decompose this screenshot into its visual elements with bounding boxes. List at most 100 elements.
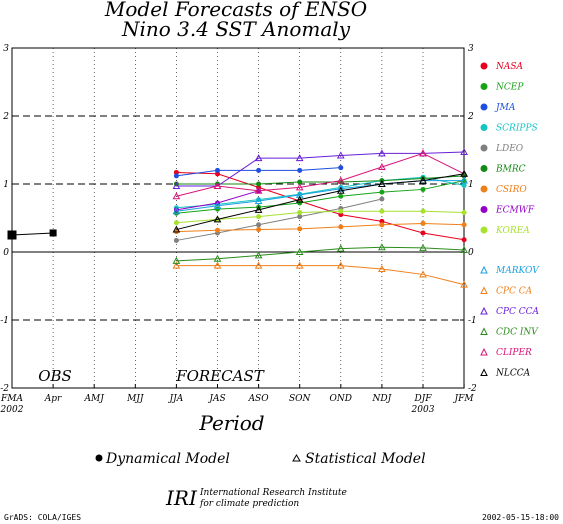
ncep-point	[215, 206, 220, 212]
legend-cliper-marker	[480, 347, 488, 356]
ncep-point	[297, 200, 303, 206]
csiro-point	[461, 222, 467, 228]
cpc-cca-point	[460, 147, 468, 156]
jma-point	[338, 165, 344, 171]
legend-ecmwf-marker	[480, 206, 488, 213]
ldeo-point	[297, 214, 303, 220]
cdc-inv-point	[172, 256, 181, 264]
cliper-point	[213, 181, 222, 190]
legend: NASA NCEP JMA SCRIPPS LDEO BMRC CSIRO ECMWF KORE…	[480, 62, 540, 379]
legend-ncep-marker	[480, 83, 488, 90]
obs-label: OBS	[38, 367, 72, 385]
nlcca-point	[460, 169, 468, 177]
iri-line2: for climate prediction	[199, 499, 299, 509]
y-tick-label-right: 0	[468, 248, 474, 258]
markov-point	[213, 201, 222, 209]
x-tick-label: AMJ	[84, 394, 106, 404]
legend-bmrc-label: BMRC	[495, 165, 526, 175]
key-statistical-label: Statistical Model	[305, 451, 426, 467]
ncep-point	[338, 193, 344, 199]
observed-point	[7, 230, 17, 240]
cdc-inv-point	[336, 244, 345, 252]
x-tick-label: OND	[330, 394, 352, 404]
grads-credit: GrADS: COLA/IGES	[4, 513, 81, 522]
bmrc-point	[297, 179, 303, 185]
x-tick-sublabel: 2003	[411, 405, 435, 415]
csiro-point	[215, 227, 220, 233]
korea-point	[297, 210, 303, 216]
legend-ecmwf-label: ECMWF	[495, 206, 535, 216]
ncep-line	[176, 180, 465, 214]
jma-point	[256, 167, 262, 173]
iri-logo: IRI	[165, 486, 198, 510]
legend-nasa-marker	[480, 62, 488, 70]
csiro-point	[338, 224, 344, 230]
legend-bmrc-marker	[480, 165, 488, 172]
key-dynamical-label: Dynamical Model	[105, 451, 230, 467]
nasa-point	[461, 237, 467, 243]
cpc-cca-point	[295, 154, 304, 162]
observed-point	[49, 229, 57, 237]
ncep-point	[420, 186, 426, 192]
bmrc-line	[176, 175, 465, 185]
y-tick-label-right: 2	[467, 112, 474, 122]
legend-csiro-label: CSIRO	[496, 185, 527, 195]
cpc-ca-point	[172, 261, 181, 269]
nlcca-point	[419, 176, 427, 184]
nlcca-point	[295, 195, 304, 203]
cpc-cca-point	[172, 181, 181, 190]
forecast-label: FORECAST	[175, 367, 265, 385]
nlcca-point	[172, 225, 181, 233]
cpc-ca-point	[213, 261, 222, 269]
legend-markov-marker	[480, 265, 488, 274]
y-tick-label-left: 0	[3, 248, 9, 258]
plot-frame	[11, 47, 465, 389]
legend-korea-label: KOREA	[495, 226, 530, 236]
legend-nlcca-marker	[480, 368, 488, 376]
ldeo-point	[379, 196, 385, 202]
csiro-point	[297, 226, 303, 232]
legend-markov-label: MARKOV	[495, 266, 540, 276]
cpc-ca-point	[254, 261, 263, 269]
iri-line1: International Research Institute	[199, 488, 347, 498]
scripps-line	[176, 176, 465, 209]
jma-point	[215, 167, 220, 173]
cdc-inv-point	[378, 243, 386, 251]
cpc-cca-point	[254, 154, 263, 162]
legend-cpc-ca-label: CPC CA	[496, 287, 533, 297]
y-tick-label-left: -2	[0, 384, 9, 394]
korea-point	[461, 210, 467, 216]
legend-korea-marker	[480, 226, 488, 234]
key-dynamical-marker	[95, 454, 103, 462]
ldeo-point	[173, 237, 179, 243]
cpc-ca-point	[378, 264, 386, 272]
korea-point	[338, 208, 344, 214]
legend-cpc-cca-marker	[480, 306, 488, 315]
chart-subtitle: Nino 3.4 SST Anomaly	[121, 17, 351, 41]
y-tick-label-left: 2	[2, 112, 9, 122]
observed-line	[11, 232, 54, 236]
ldeo-point	[256, 222, 262, 228]
cliper-point	[172, 192, 181, 200]
markov-point	[460, 176, 468, 184]
y-tick-label-left: 1	[3, 180, 9, 190]
x-tick-sublabel: 2002	[0, 405, 24, 415]
korea-point	[256, 214, 262, 220]
timestamp: 2002-05-15-18:00	[482, 513, 559, 522]
key-statistical-marker	[292, 454, 301, 462]
legend-scripps-marker	[480, 124, 488, 131]
x-tick-label: ASO	[248, 394, 270, 404]
scripps-point	[461, 182, 467, 188]
cpc-ca-line	[176, 265, 465, 286]
y-axis: -2 -2 -1 -1 0 0 1 1 2 2 3 3	[0, 44, 477, 394]
legend-ldeo-marker	[480, 144, 488, 152]
cpc-ca-point	[460, 280, 468, 288]
legend-ldeo-label: LDEO	[495, 144, 524, 154]
cpc-cca-point	[378, 149, 386, 157]
cliper-point	[336, 176, 345, 184]
x-tick-label: SON	[289, 394, 312, 404]
x-tick-label: Apr	[44, 394, 62, 404]
y-tick-label-right: 1	[468, 180, 474, 190]
x-axis-title: Period	[198, 411, 264, 435]
